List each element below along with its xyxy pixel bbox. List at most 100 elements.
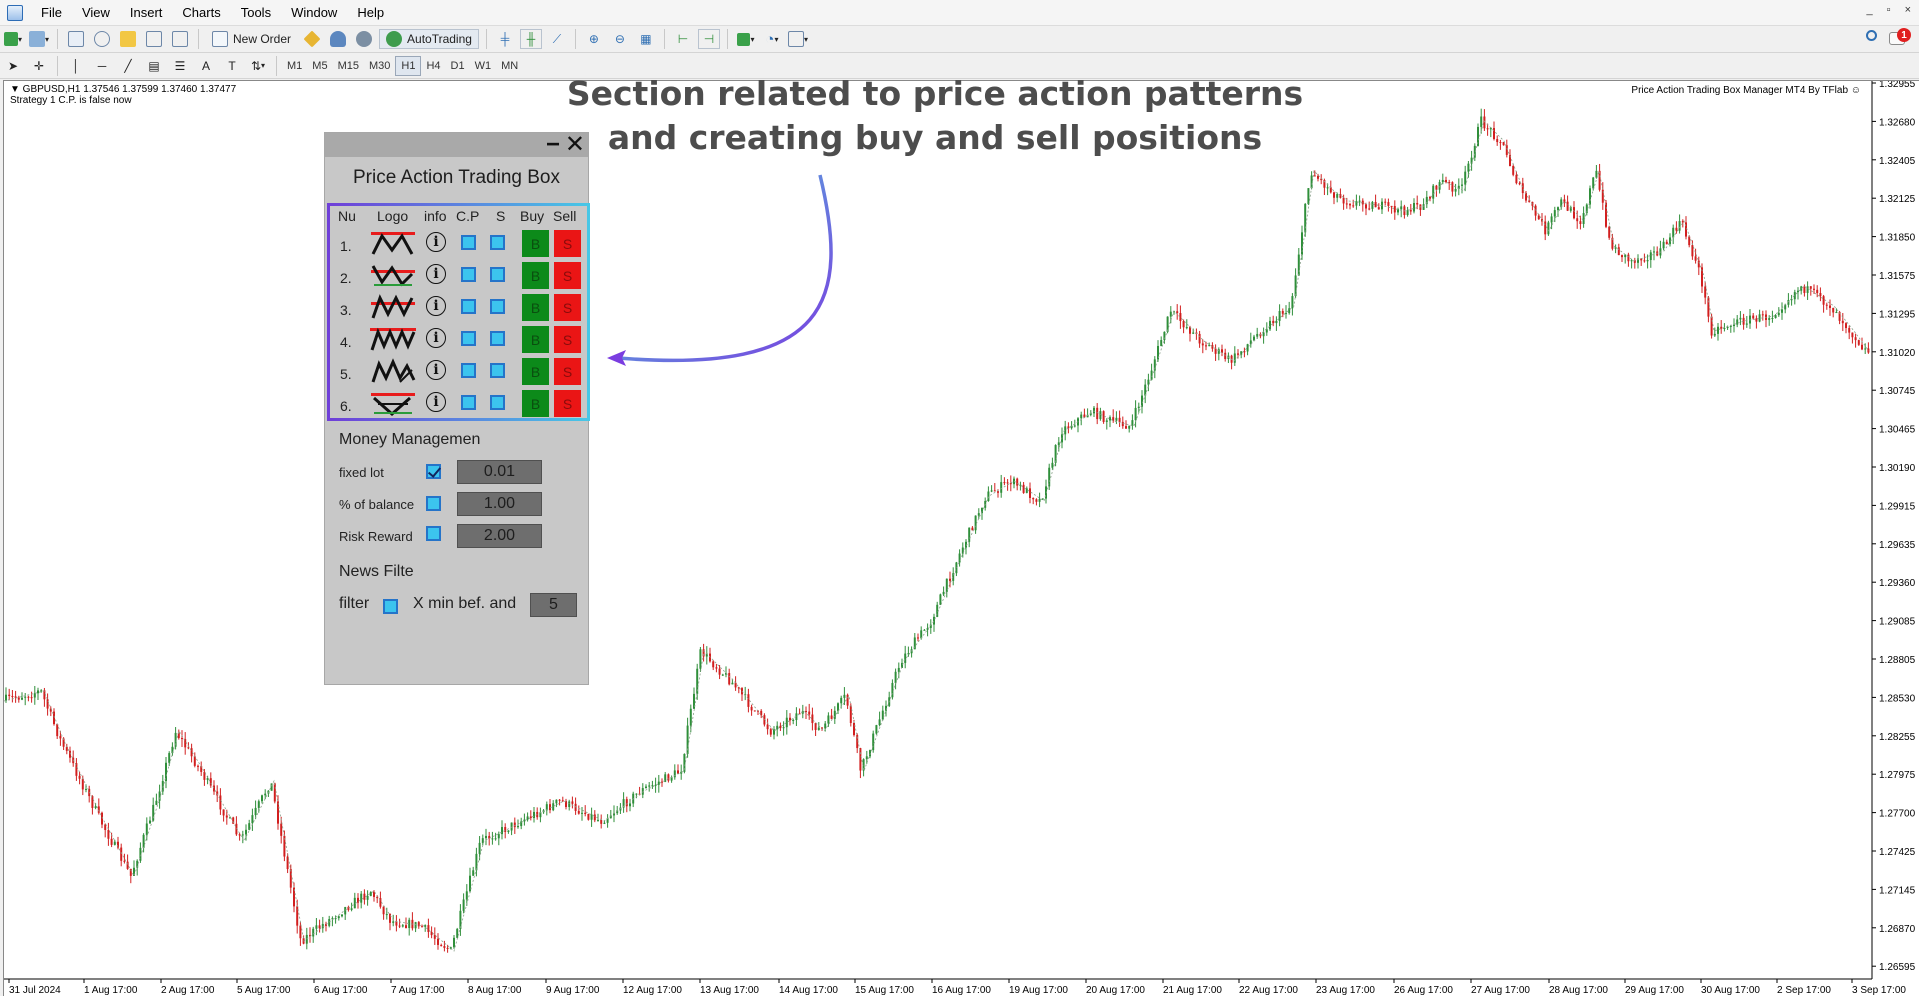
timeframe-w1[interactable]: W1 (474, 59, 492, 72)
minimize-button[interactable]: _ (1866, 4, 1873, 16)
community-button[interactable] (327, 29, 349, 49)
templates-button[interactable]: ▾ (787, 29, 809, 49)
s-checkbox[interactable] (490, 363, 505, 378)
menu-tools[interactable]: Tools (240, 4, 272, 20)
timeframe-m30[interactable]: M30 (368, 59, 391, 72)
navigator-button[interactable] (91, 29, 113, 49)
zoom-out-button[interactable]: ⊖ (609, 29, 631, 49)
info-icon[interactable]: i (426, 328, 446, 348)
new-order-button[interactable]: New Order (206, 29, 297, 49)
tile-windows-button[interactable]: ▦ (635, 29, 657, 49)
sell-button[interactable]: S (554, 262, 581, 289)
sell-button[interactable]: S (554, 358, 581, 385)
auto-scroll-button[interactable]: ⊢ (672, 29, 694, 49)
crosshair-button[interactable]: ✛ (28, 56, 50, 76)
periods-button[interactable]: ◔ ▾ (765, 30, 779, 48)
market-watch-button[interactable] (65, 29, 87, 49)
buy-button[interactable]: B (522, 294, 549, 321)
close-button[interactable]: × (1904, 4, 1911, 16)
menu-help[interactable]: Help (357, 4, 385, 20)
menu-file[interactable]: File (41, 4, 62, 20)
minutes-before-input[interactable]: 5 (530, 593, 577, 617)
cp-checkbox[interactable] (461, 299, 476, 314)
panel-close-button[interactable]: ✕ (564, 131, 585, 158)
timeframe-mn[interactable]: MN (501, 59, 519, 72)
chart-canvas[interactable]: 1.32955 1.32680 1.32405 1.32125 1.31850 1.315… (4, 81, 1919, 996)
cp-checkbox[interactable] (461, 331, 476, 346)
info-icon[interactable]: i (426, 264, 446, 284)
sell-button[interactable]: S (554, 390, 581, 417)
metaeditor-button[interactable] (301, 29, 323, 49)
text-label-button[interactable]: T (221, 56, 243, 76)
favorites-button[interactable] (117, 29, 139, 49)
sell-button[interactable]: S (554, 294, 581, 321)
risk-reward-input[interactable]: 2.00 (457, 524, 542, 548)
buy-button[interactable]: B (522, 262, 549, 289)
search-icon[interactable] (1866, 30, 1877, 41)
fibonacci-button[interactable]: ☰ (169, 56, 191, 76)
info-icon[interactable]: i (426, 232, 446, 252)
vertical-line-button[interactable]: │ (65, 56, 87, 76)
cp-checkbox[interactable] (461, 395, 476, 410)
indicators-button[interactable]: ▾ (735, 29, 757, 49)
s-checkbox[interactable] (490, 395, 505, 410)
timeframe-d1[interactable]: D1 (450, 59, 465, 72)
profiles-button[interactable]: ▾ (28, 29, 50, 49)
buy-button[interactable]: B (522, 390, 549, 417)
tester-button[interactable] (169, 29, 191, 49)
bar-chart-button[interactable]: ╪ (494, 29, 516, 49)
risk-reward-checkbox[interactable] (426, 526, 441, 541)
percent-balance-input[interactable]: 1.00 (457, 492, 542, 516)
s-checkbox[interactable] (490, 331, 505, 346)
info-icon[interactable]: i (426, 392, 446, 412)
fixed-lot-input[interactable]: 0.01 (457, 460, 542, 484)
timeframe-h1[interactable]: H1 (395, 55, 422, 76)
buy-button[interactable]: B (522, 358, 549, 385)
candle-body (177, 732, 180, 739)
fixed-lot-checkbox[interactable] (426, 464, 441, 479)
chart-shift-button[interactable]: ⊣ (697, 29, 720, 49)
s-checkbox[interactable] (490, 235, 505, 250)
notifications-button[interactable]: 1 (1889, 28, 1911, 48)
buy-button[interactable]: B (522, 326, 549, 353)
menu-view[interactable]: View (81, 4, 110, 20)
horizontal-line-button[interactable]: ─ (91, 56, 113, 76)
channel-button[interactable]: ▤ (143, 56, 165, 76)
panel-minimize-button[interactable]: − (545, 131, 560, 158)
terminal-button[interactable] (143, 29, 165, 49)
panel-titlebar[interactable]: − ✕ (325, 133, 588, 157)
cp-checkbox[interactable] (461, 363, 476, 378)
buy-button[interactable]: B (522, 230, 549, 257)
sell-button[interactable]: S (554, 326, 581, 353)
text-button[interactable]: A (195, 56, 217, 76)
line-chart-button[interactable]: ⟋ (546, 29, 568, 49)
s-checkbox[interactable] (490, 267, 505, 282)
candle-body (1342, 197, 1345, 204)
restore-button[interactable]: ▫ (1886, 4, 1891, 16)
menu-insert[interactable]: Insert (129, 4, 163, 20)
info-icon[interactable]: i (426, 296, 446, 316)
candlestick-button[interactable]: ╫ (519, 29, 542, 49)
signals-button[interactable] (353, 29, 375, 49)
arrows-button[interactable]: ⇅ ▾ (250, 58, 266, 73)
price-chart[interactable]: 1.32955 1.32680 1.32405 1.32125 1.31850 1.315… (3, 80, 1919, 996)
timeframe-h4[interactable]: H4 (426, 59, 441, 72)
percent-balance-checkbox[interactable] (426, 496, 441, 511)
timeframe-m5[interactable]: M5 (312, 59, 328, 72)
cp-checkbox[interactable] (461, 267, 476, 282)
zoom-in-button[interactable]: ⊕ (583, 29, 605, 49)
menu-window[interactable]: Window (291, 4, 338, 20)
timeframe-m1[interactable]: M1 (287, 59, 303, 72)
cursor-button[interactable]: ➤ (2, 56, 24, 76)
sell-button[interactable]: S (554, 230, 581, 257)
trendline-button[interactable]: ╱ (117, 56, 139, 76)
menu-charts[interactable]: Charts (182, 4, 221, 20)
cp-checkbox[interactable] (461, 235, 476, 250)
info-icon[interactable]: i (426, 360, 446, 380)
news-filter-checkbox[interactable] (383, 599, 398, 614)
s-checkbox[interactable] (490, 299, 505, 314)
candle-body (702, 649, 705, 657)
timeframe-m15[interactable]: M15 (337, 59, 359, 72)
new-chart-button[interactable]: ▾ (2, 29, 24, 49)
autotrading-button[interactable]: AutoTrading (379, 29, 479, 49)
